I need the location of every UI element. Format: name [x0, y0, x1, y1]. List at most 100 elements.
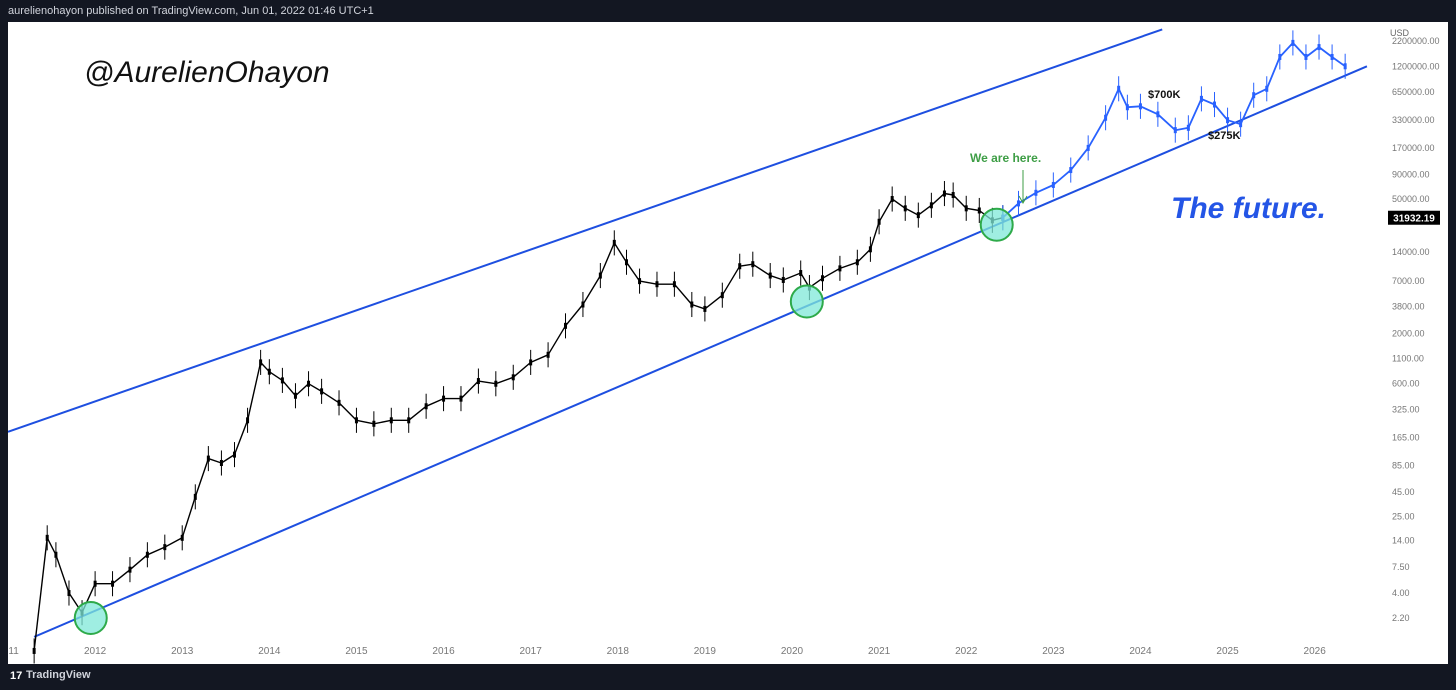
historical-price-point: [145, 551, 149, 558]
projection-price-point: [1291, 39, 1295, 46]
historical-price-point: [890, 196, 894, 203]
historical-price-point: [598, 272, 602, 279]
historical-price-point: [799, 270, 803, 277]
tradingview-logo-icon[interactable]: 17: [10, 670, 23, 682]
projection-price-point: [1117, 85, 1121, 92]
historical-price-point: [407, 417, 411, 424]
projection-price-point: [1104, 114, 1108, 121]
projection-price-point: [1086, 144, 1090, 151]
y-tick-label: 14.00: [1392, 536, 1415, 546]
historical-price-point: [320, 388, 324, 395]
y-tick-label: 650000.00: [1392, 87, 1435, 97]
projection-price-point: [1016, 200, 1020, 207]
author-handle: @AurelienOhayon: [84, 56, 330, 89]
publish-info: aurelienohayon published on TradingView.…: [0, 0, 1456, 22]
historical-price-point: [529, 359, 533, 366]
projection-price-point: [1186, 124, 1190, 131]
price-700k-label: $700K: [1148, 89, 1180, 101]
historical-price-point: [964, 205, 968, 212]
y-tick-label: 4.00: [1392, 588, 1410, 598]
price-chart[interactable]: @AurelienOhayon We are here. $700K $275K…: [0, 22, 1448, 664]
historical-price-point: [916, 212, 920, 219]
historical-price-point: [293, 392, 297, 399]
y-tick-label: 45.00: [1392, 487, 1415, 497]
y-tick-label: 14000.00: [1392, 247, 1430, 257]
x-tick-label: 2014: [258, 646, 281, 657]
y-tick-label: 325.00: [1392, 404, 1420, 414]
historical-price-point: [855, 259, 859, 266]
historical-price-point: [942, 190, 946, 197]
x-tick-label: 2026: [1304, 646, 1327, 657]
historical-price-point: [703, 305, 707, 312]
historical-price-point: [232, 451, 236, 458]
touch-point-circle: [789, 284, 824, 319]
we-are-here-label: We are here.: [970, 151, 1041, 165]
x-tick-label: 2016: [432, 646, 455, 657]
historical-price-point: [672, 281, 676, 288]
historical-price-point: [929, 202, 933, 209]
y-tick-label: 50000.00: [1392, 194, 1430, 204]
y-tick-label: 2200000.00: [1392, 36, 1440, 46]
x-tick-label: 2018: [607, 646, 630, 657]
x-tick-label: 2020: [781, 646, 804, 657]
footer-bar: 17 TradingView: [0, 664, 1456, 690]
historical-price-point: [511, 374, 515, 381]
projection-price-point: [1156, 111, 1160, 118]
projection-price-point: [1034, 189, 1038, 196]
historical-price-point: [354, 417, 358, 424]
historical-price-point: [424, 403, 428, 410]
channel-line-lower: [33, 65, 1368, 638]
y-tick-label: 90000.00: [1392, 169, 1430, 179]
projection-price-point: [1330, 53, 1334, 60]
y-tick-label: 85.00: [1392, 460, 1415, 470]
y-tick-label: 2.20: [1392, 613, 1410, 623]
y-tick-label: 3800.00: [1392, 302, 1425, 312]
projection-price-point: [1317, 44, 1321, 51]
historical-price-point: [163, 544, 167, 551]
historical-price-point: [246, 417, 250, 424]
y-tick-label: 2000.00: [1392, 328, 1425, 338]
x-tick-label: 2012: [84, 646, 107, 657]
historical-price-point: [820, 275, 824, 282]
projection-price-point: [1069, 167, 1073, 174]
historical-price-point: [67, 590, 71, 597]
x-tick-label: 2015: [345, 646, 368, 657]
historical-price-point: [280, 377, 284, 384]
tradingview-brand[interactable]: TradingView: [26, 669, 91, 681]
historical-price-point: [54, 551, 58, 558]
channel-line-upper: [7, 28, 1163, 433]
historical-price-point: [624, 259, 628, 266]
current-price-tag-bg: [1388, 210, 1440, 225]
historical-price-point: [206, 455, 210, 462]
currency-label: USD: [1390, 28, 1410, 38]
historical-price-point: [838, 265, 842, 272]
historical-price-point: [337, 399, 341, 406]
projection-price-point: [1226, 117, 1230, 124]
y-tick-label: 7000.00: [1392, 276, 1425, 286]
historical-price-point: [180, 534, 184, 541]
historical-price-point: [494, 380, 498, 387]
y-tick-label: 25.00: [1392, 511, 1415, 521]
projection-price-point: [1278, 53, 1282, 60]
historical-price-point: [751, 261, 755, 268]
projection-price-point: [1343, 63, 1347, 70]
historical-price-point: [372, 420, 376, 427]
y-tick-label: 170000.00: [1392, 143, 1435, 153]
y-tick-label: 1100.00: [1392, 353, 1424, 363]
x-tick-label: 2024: [1129, 646, 1152, 657]
projection-price-point: [1051, 181, 1055, 188]
historical-price-point: [267, 368, 271, 375]
projection-price-point: [1252, 92, 1256, 99]
projection-price-point: [1173, 127, 1177, 134]
historical-price-point: [546, 351, 550, 358]
price-275k-label: $275K: [1208, 130, 1240, 142]
historical-price-point: [93, 580, 97, 587]
projection-price-point: [1239, 121, 1243, 128]
projection-price-point: [1199, 95, 1203, 102]
historical-price-point: [903, 205, 907, 212]
x-tick-label: 2013: [171, 646, 194, 657]
historical-price-point: [128, 566, 132, 573]
historical-price-point: [690, 301, 694, 308]
x-tick-label: 2021: [868, 646, 891, 657]
